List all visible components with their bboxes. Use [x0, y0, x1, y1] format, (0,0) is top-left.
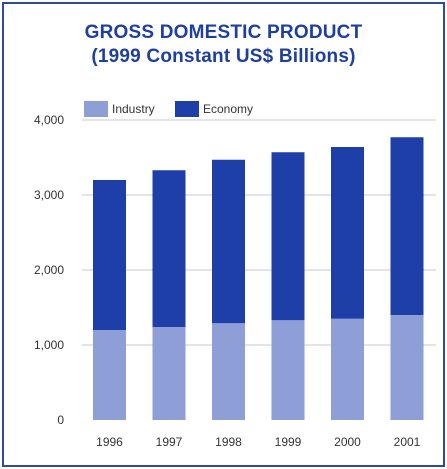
bar-economy-1996: [93, 180, 126, 330]
y-tick-label: 2,000: [34, 263, 64, 277]
x-tick-label: 1996: [96, 435, 123, 449]
bar-industry-2001: [390, 315, 424, 420]
bar-economy-2000: [331, 147, 364, 319]
legend-swatch-industry: [84, 101, 108, 117]
chart-subtitle: (1999 Constant US$ Billions): [91, 46, 356, 67]
bar-industry-1997: [152, 327, 186, 420]
legend-label-economy: Economy: [203, 102, 253, 116]
bar-industry-2000: [331, 318, 364, 420]
x-tick-label: 1998: [215, 435, 242, 449]
y-tick-label: 3,000: [34, 188, 64, 202]
legend-swatch-economy: [175, 101, 199, 117]
bar-industry-1998: [212, 323, 245, 420]
y-tick-label: 1,000: [34, 338, 64, 352]
bar-economy-1998: [212, 159, 245, 324]
y-tick-label: 0: [57, 413, 64, 427]
bar-economy-1999: [271, 152, 305, 321]
x-tick-label: 1999: [275, 435, 302, 449]
x-tick-label: 1997: [156, 435, 183, 449]
bar-economy-2001: [390, 137, 424, 315]
bar-industry-1996: [93, 330, 126, 420]
chart-title: GROSS DOMESTIC PRODUCT: [84, 22, 363, 43]
x-tick-label: 2001: [394, 435, 421, 449]
bar-industry-1999: [271, 320, 305, 420]
legend-label-industry: Industry: [112, 102, 155, 116]
y-tick-label: 4,000: [34, 113, 64, 127]
x-tick-label: 2000: [334, 435, 361, 449]
bar-economy-1997: [152, 170, 186, 327]
